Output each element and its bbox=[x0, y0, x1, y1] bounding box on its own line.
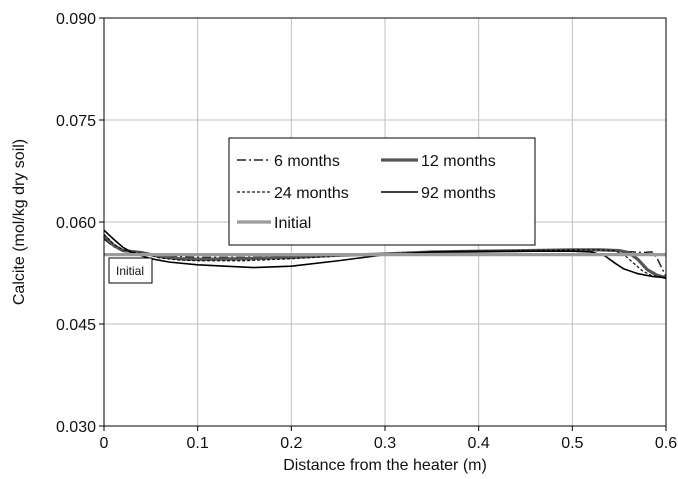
x-tick-label: 0.5 bbox=[561, 435, 583, 452]
y-tick-label: 0.030 bbox=[56, 419, 96, 436]
x-tick-label: 0.1 bbox=[187, 435, 209, 452]
x-tick-label: 0.4 bbox=[468, 435, 490, 452]
x-tick-label: 0.2 bbox=[280, 435, 302, 452]
legend-label-24-months: 24 months bbox=[274, 185, 349, 202]
legend-label-initial: Initial bbox=[274, 215, 311, 232]
initial-annotation: Initial bbox=[108, 257, 153, 284]
annotation-label: Initial bbox=[116, 264, 144, 278]
x-tick-label: 0.6 bbox=[655, 435, 677, 452]
legend: 6 months 12 months 24 months 92 months Initi… bbox=[228, 137, 536, 246]
y-tick-label: 0.045 bbox=[56, 317, 96, 334]
legend-label-92-months: 92 months bbox=[421, 185, 496, 202]
y-tick-label: 0.060 bbox=[56, 215, 96, 232]
annotation-box bbox=[108, 257, 153, 284]
axis-ticks: 0 0.1 0.2 0.3 0.4 0.5 0.6 0.030 0.045 0.060 0.075 0… bbox=[56, 11, 677, 452]
y-tick-label: 0.075 bbox=[56, 113, 96, 130]
y-axis-title: Calcite (mol/kg dry soil) bbox=[11, 139, 28, 305]
y-tick-label: 0.090 bbox=[56, 11, 96, 28]
data-series bbox=[102, 229, 667, 280]
x-tick-label: 0 bbox=[100, 435, 109, 452]
x-tick-label: 0.3 bbox=[374, 435, 396, 452]
x-axis-title: Distance from the heater (m) bbox=[283, 457, 487, 474]
legend-label-12-months: 12 months bbox=[421, 153, 496, 170]
legend-label-6-months: 6 months bbox=[274, 153, 340, 170]
